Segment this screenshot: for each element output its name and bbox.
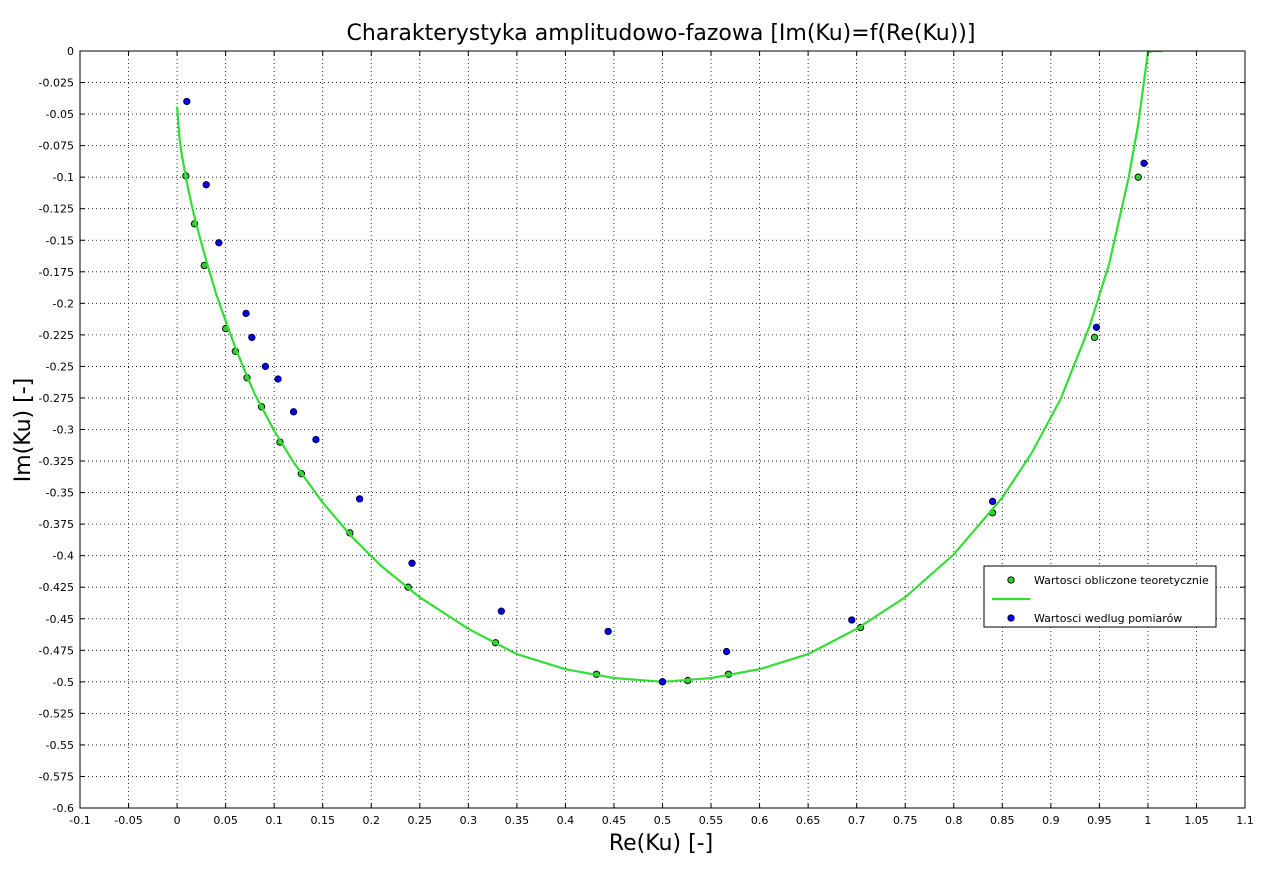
x-tick-label: 0.2 [363,814,381,827]
data-point [408,559,416,567]
data-point [215,239,223,247]
x-axis-label: Re(Ku) [-] [609,831,713,856]
y-tick-label: -0.25 [46,360,74,373]
y-tick-label: -0.35 [46,487,74,500]
legend-label: Wartosci obliczone teoretycznie [1034,574,1209,587]
x-tick-label: 0.55 [699,814,724,827]
y-tick-label: -0.1 [53,171,74,184]
data-point [1134,173,1142,181]
data-series [175,51,1163,686]
legend-marker-swatch [1007,576,1015,584]
series-2 [183,97,1148,686]
y-tick-label: -0.5 [53,676,74,689]
chart-title: Charakterystyka amplitudowo-fazowa [Im(K… [347,21,976,46]
data-point [312,435,320,444]
x-tick-label: 0.7 [848,814,866,827]
data-point [1140,159,1148,167]
data-point [604,627,612,636]
data-point [848,616,856,624]
x-tick-label: 0.1 [265,814,283,827]
y-tick-label: -0.225 [39,329,74,342]
y-tick-label: -0.375 [39,518,74,531]
y-tick-label: -0.05 [46,108,74,121]
x-tick-label: 0.05 [213,814,238,827]
data-point [289,408,298,416]
x-tick-label: -0.05 [114,814,142,827]
y-tick-label: -0.475 [39,644,74,657]
data-point [1092,323,1101,331]
series-1 [175,51,1163,683]
x-tick-label: 0 [174,814,181,827]
x-tick-label: 0.65 [796,814,821,827]
series-line [175,51,1163,683]
data-point [722,647,731,656]
y-tick-label: -0.275 [39,392,74,405]
legend-marker-swatch [1007,614,1015,622]
data-point [261,362,270,371]
x-tick-label: 1.1 [1236,814,1254,827]
x-tick-label: 0.25 [408,814,433,827]
legend-entries: Wartosci obliczone teoretycznie Wartosci … [992,574,1209,625]
data-point [274,375,282,383]
axis-ticks [79,50,1246,809]
x-tick-label: 0.8 [945,814,963,827]
legend-label: Wartosci wedlug pomiarów [1034,612,1182,625]
y-tick-label: 0 [67,45,74,58]
y-tick-label: -0.525 [39,707,74,720]
x-tick-label: 0.15 [310,814,335,827]
y-axis-label: Im(Ku) [-] [11,378,36,482]
x-tick-label: 0.95 [1087,814,1112,827]
x-tick-label: 0.5 [654,814,672,827]
y-tick-label: -0.575 [39,770,74,783]
x-tick-label: 1 [1144,814,1151,827]
data-point [1090,333,1099,342]
data-point [248,333,256,342]
y-tick-label: -0.425 [39,581,74,594]
legend-box [983,565,1217,628]
y-tick-label: -0.2 [53,297,74,310]
y-tick-label: -0.6 [53,802,74,815]
x-tick-label: 0.35 [505,814,530,827]
x-axis-tick-labels: -0.1 -0.05 0 0.05 0.1 0.15 0.2 0.25 0.3 0.35 0.4 0.… [69,814,1253,827]
data-point [242,309,250,318]
x-tick-label: 0.6 [751,814,769,827]
x-tick-label: 1.05 [1184,814,1209,827]
x-tick-label: 0.9 [1042,814,1060,827]
x-tick-label: 0.75 [893,814,918,827]
y-tick-label: -0.175 [39,266,74,279]
legend: Wartosci obliczone teoretycznie Wartosci … [983,565,1217,628]
data-point [988,497,997,506]
data-point [497,607,505,615]
y-tick-label: -0.15 [46,234,74,247]
y-tick-label: -0.025 [39,77,74,90]
data-point [183,97,191,106]
y-axis-tick-labels: 0 -0.025 -0.05 -0.075 -0.1 -0.125 -0.15 -0.175 -… [39,45,74,815]
x-tick-label: 0.45 [602,814,627,827]
x-tick-label: -0.1 [69,814,90,827]
y-tick-label: -0.4 [53,550,74,563]
data-point [202,181,210,189]
data-point [355,495,364,503]
y-tick-label: -0.125 [39,203,74,216]
y-tick-label: -0.075 [39,140,74,153]
data-point [658,678,667,686]
x-tick-label: 0.4 [557,814,575,827]
y-tick-label: -0.45 [46,613,74,626]
x-tick-label: 0.3 [460,814,478,827]
y-tick-label: -0.55 [46,739,74,752]
y-tick-label: -0.3 [53,424,74,437]
x-tick-label: 0.85 [990,814,1015,827]
y-tick-label: -0.325 [39,455,74,468]
